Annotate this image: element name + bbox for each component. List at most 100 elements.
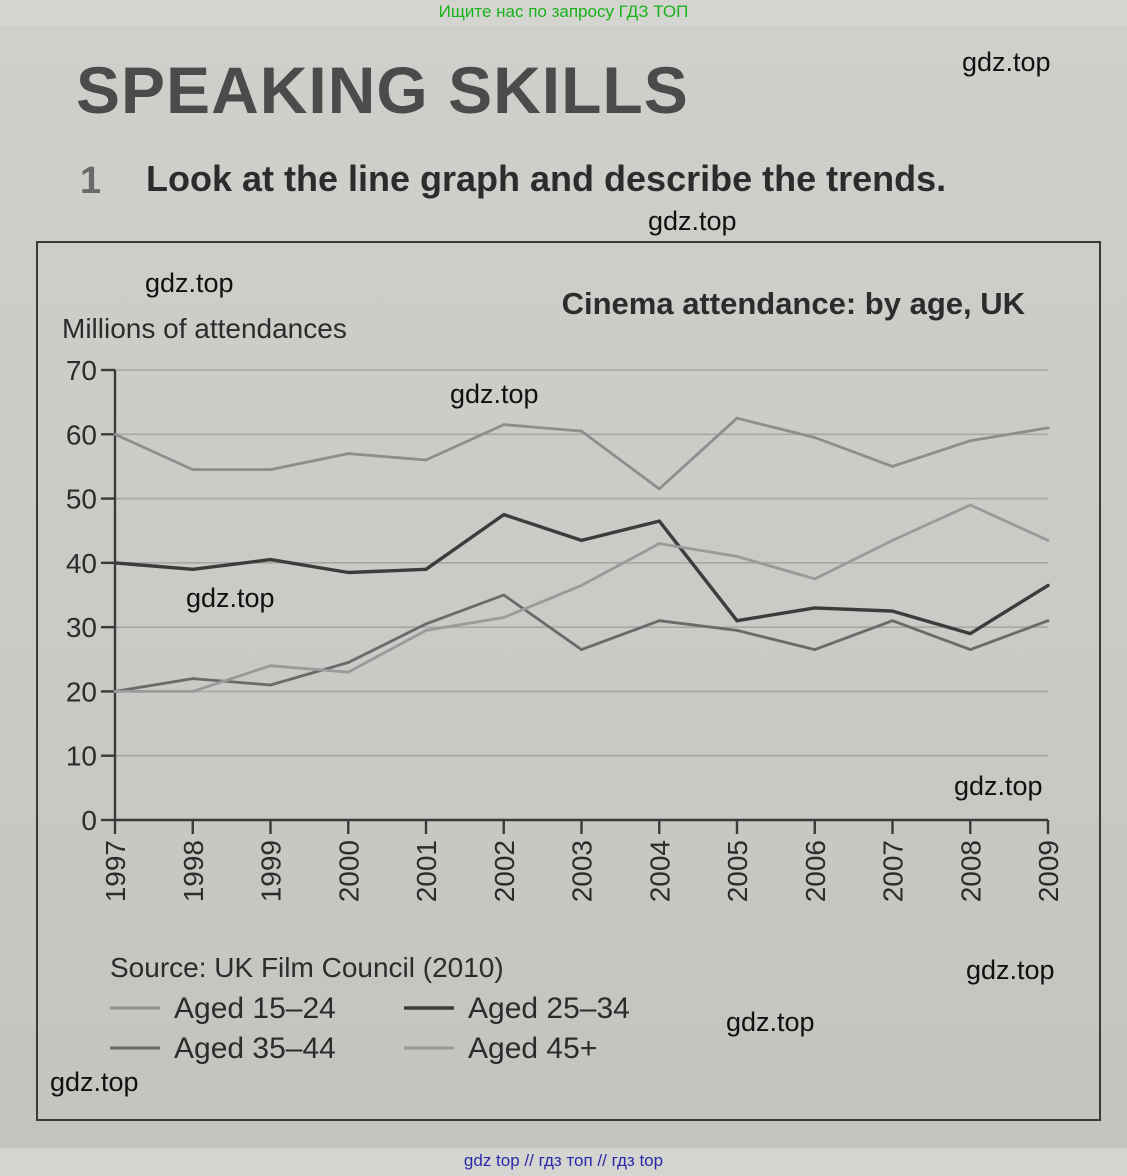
data-point [502,593,506,597]
watermark: gdz.top [50,1067,139,1097]
data-point [735,619,739,623]
data-point [735,628,739,632]
data-point [735,555,739,558]
chart-title: Cinema attendance: by age, UK [562,286,1026,321]
watermark: gdz.top [726,1007,815,1037]
data-point [968,632,972,635]
data-point [968,439,972,443]
watermark: gdz.top [648,206,737,236]
task-instruction: Look at the line graph and describe the … [146,158,947,199]
x-tick-label: 1997 [100,840,131,902]
x-tick-label: 2004 [644,840,675,902]
data-point [891,619,894,623]
y-tick-label: 40 [66,548,97,579]
top-search-link[interactable]: Ищите нас по запросу ГДЗ ТОП [438,2,689,21]
data-point [580,429,583,433]
data-point [424,628,428,632]
y-tick-label: 70 [66,355,97,386]
y-tick-label: 10 [66,741,97,772]
source-note: Source: UK Film Council (2010) [110,952,504,983]
data-point [502,513,506,517]
data-point [968,648,972,652]
x-tick-label: 2000 [333,840,364,902]
task-number: 1 [80,160,102,202]
legend-label: Aged 45+ [468,1032,597,1065]
data-point [657,542,661,545]
y-tick-label: 30 [66,612,97,643]
data-point [580,583,583,587]
y-tick-label: 20 [66,676,97,707]
data-point [269,468,272,472]
watermark: gdz.top [450,379,539,409]
x-tick-label: 2001 [411,840,442,902]
chart-frame [36,241,1101,1121]
data-point [1046,538,1050,542]
data-point [891,609,894,613]
bottom-links[interactable]: gdz top // гдз топ // гдз top [463,1151,664,1170]
watermark: gdz.top [954,771,1043,801]
watermark: gdz.top [186,583,275,613]
data-point [1046,583,1050,587]
watermark: gdz.top [145,268,234,298]
watermark: gdz.top [962,47,1051,77]
data-point [1046,426,1050,430]
x-axis: 1997 1998 1999 2000 2001 2002 2003 2004 2005 2006… [100,818,1064,902]
data-point [813,577,817,581]
data-point [1046,619,1050,623]
data-point [580,538,583,542]
x-tick-label: 2006 [800,840,831,902]
data-point [269,558,272,562]
data-point [346,452,350,455]
y-axis: 0 10 20 30 40 50 60 70 [66,355,117,836]
legend-label: Aged 35–44 [174,1032,336,1065]
data-point [191,677,195,680]
data-point [424,458,428,462]
y-tick-label: 60 [66,419,97,450]
y-tick-label: 50 [66,484,97,515]
x-tick-label: 2007 [878,840,909,902]
y-tick-label: 0 [81,805,97,836]
gridlines [115,369,1048,757]
data-point [813,436,817,439]
series-line-1 [113,416,1050,491]
x-tick-label: 2002 [489,840,520,902]
x-tick-label: 2003 [567,840,598,902]
data-point [191,690,195,693]
textbook-page [0,26,1127,1148]
legend-label: Aged 15–24 [174,992,336,1025]
data-point [735,416,739,420]
x-tick-label: 2009 [1033,840,1064,902]
data-point [891,465,894,468]
y-axis-label: Millions of attendances [62,313,347,344]
x-tick-label: 1998 [178,840,209,902]
data-point [191,468,195,472]
data-point [424,567,428,571]
data-point [269,664,272,668]
data-point [191,567,195,571]
x-tick-label: 2008 [955,840,986,902]
data-point [657,487,661,491]
data-point [346,670,350,674]
data-point [813,606,817,610]
data-point [813,648,817,652]
data-point [424,622,428,626]
legend: Aged 15–24 Aged 25–34 Aged 35–44 Aged 45+ [110,992,630,1065]
data-point [113,561,117,565]
data-point [502,423,506,427]
data-point [346,661,350,664]
x-tick-label: 2005 [722,840,753,902]
data-point [502,616,506,619]
data-point [657,519,661,523]
data-point [657,619,661,623]
watermark: gdz.top [966,955,1055,985]
data-point [346,571,350,574]
section-heading: SPEAKING SKILLS [76,53,689,127]
data-point [113,432,117,436]
data-point [113,690,117,693]
legend-label: Aged 25–34 [468,992,630,1025]
data-point [580,648,583,652]
data-point [891,538,894,542]
x-tick-label: 1999 [256,840,287,902]
series-lines [113,416,1050,693]
